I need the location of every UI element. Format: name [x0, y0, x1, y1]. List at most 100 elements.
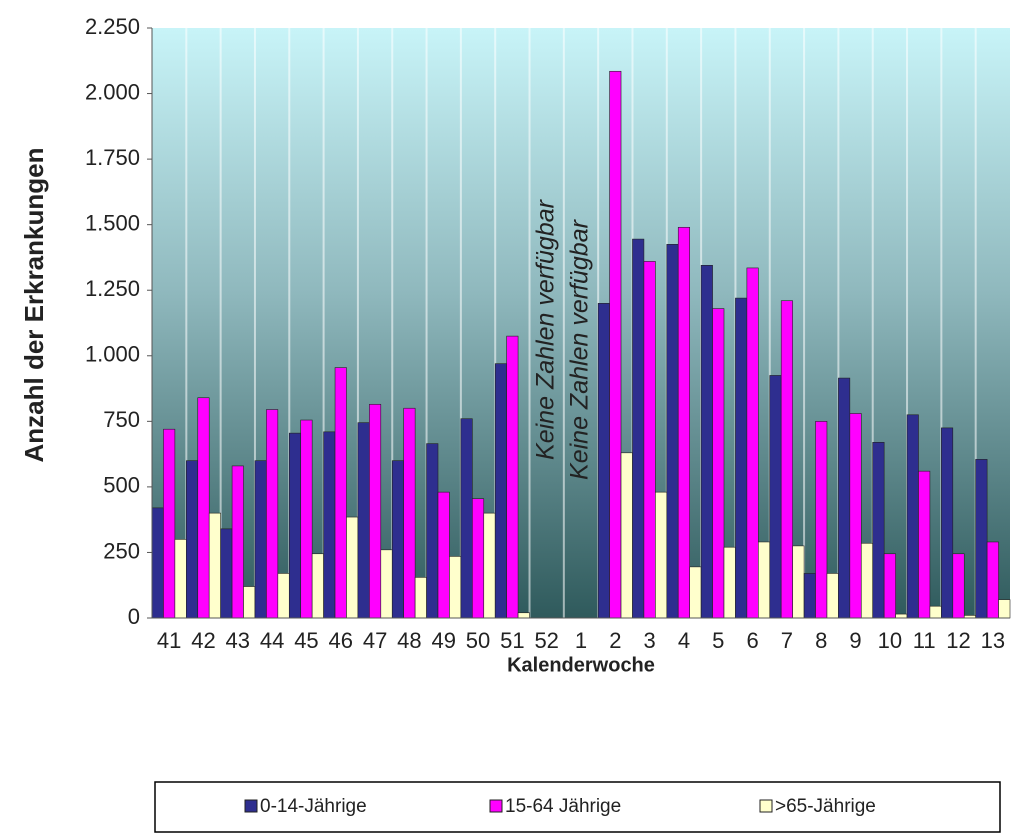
legend-label: 15-64 Jährige — [505, 796, 621, 817]
bar — [472, 498, 485, 619]
y-tick-label: 1.750 — [85, 145, 140, 170]
bar — [346, 516, 359, 619]
bar — [803, 573, 816, 619]
y-tick-label: 0 — [128, 604, 140, 629]
bar — [826, 573, 839, 619]
bar — [494, 363, 507, 619]
bar — [849, 413, 862, 619]
x-tick-label: 47 — [363, 628, 387, 653]
bar — [918, 470, 931, 619]
bar — [449, 556, 462, 619]
bar — [975, 459, 988, 619]
bar — [357, 422, 370, 619]
y-tick-label: 500 — [103, 473, 140, 498]
y-tick-label: 1.250 — [85, 276, 140, 301]
bar — [758, 541, 771, 619]
x-tick-label: 46 — [329, 628, 353, 653]
legend-swatch — [759, 799, 773, 813]
bar — [403, 407, 416, 619]
bar — [952, 553, 965, 619]
bar — [460, 418, 473, 619]
bar — [391, 460, 404, 619]
bar — [437, 491, 450, 619]
legend-swatch — [244, 799, 258, 813]
x-tick-label: 4 — [678, 628, 690, 653]
x-tick-label: 48 — [397, 628, 421, 653]
bar — [723, 546, 736, 619]
bar — [929, 605, 942, 619]
bar — [643, 261, 656, 619]
bar — [609, 70, 622, 619]
x-tick-label: 52 — [534, 628, 558, 653]
y-tick-label: 1.000 — [85, 342, 140, 367]
bar — [414, 577, 427, 619]
bar — [151, 507, 164, 619]
x-tick-label: 49 — [431, 628, 455, 653]
bar — [655, 491, 668, 619]
bar — [872, 442, 885, 619]
x-tick-label: 9 — [849, 628, 861, 653]
bar — [895, 613, 908, 619]
bar — [815, 421, 828, 619]
bar — [620, 452, 633, 619]
bar — [197, 397, 210, 619]
y-tick-label: 2.250 — [85, 14, 140, 39]
bar — [483, 512, 496, 619]
bar — [677, 226, 690, 619]
bar — [735, 297, 748, 619]
x-tick-label: 50 — [466, 628, 490, 653]
bar — [243, 586, 256, 619]
bar — [288, 432, 302, 619]
bar — [746, 267, 759, 619]
bar — [597, 303, 610, 619]
bar — [517, 612, 530, 619]
x-tick-label: 12 — [946, 628, 970, 653]
legend-box — [154, 781, 1001, 833]
bar — [883, 553, 896, 619]
x-tick-label: 2 — [609, 628, 621, 653]
bar — [986, 541, 999, 619]
x-tick-label: 51 — [500, 628, 524, 653]
bar — [506, 335, 519, 619]
y-tick-label: 750 — [103, 407, 140, 432]
bar — [311, 553, 324, 619]
bar — [689, 566, 702, 619]
x-tick-label: 43 — [226, 628, 250, 653]
bar — [369, 403, 382, 619]
x-tick-label: 11 — [913, 628, 936, 653]
annotation: Keine Zahlen verfügbar — [566, 218, 594, 480]
legend-swatch — [489, 799, 503, 813]
bar — [426, 443, 439, 619]
bar — [998, 599, 1011, 619]
bar — [266, 409, 279, 619]
x-tick-label: 42 — [191, 628, 215, 653]
x-tick-label: 7 — [781, 628, 793, 653]
bar — [700, 265, 713, 619]
bar — [632, 238, 645, 619]
x-tick-label: 13 — [981, 628, 1005, 653]
legend-label: >65-Jährige — [775, 796, 876, 817]
bar — [300, 419, 313, 619]
y-axis-title: Anzahl der Erkrankungen — [19, 148, 49, 463]
x-tick-label: 41 — [157, 628, 181, 653]
bar — [380, 549, 393, 619]
annotation: Keine Zahlen verfügbar — [531, 198, 559, 460]
bar — [174, 539, 187, 619]
bar — [712, 308, 725, 619]
y-tick-label: 250 — [103, 538, 140, 563]
bar — [906, 414, 919, 619]
x-tick-label: 6 — [746, 628, 758, 653]
bar — [231, 465, 244, 619]
x-tick-label: 8 — [815, 628, 827, 653]
bar — [334, 367, 347, 619]
x-tick-label: 5 — [712, 628, 724, 653]
bar — [666, 244, 679, 619]
bar — [860, 542, 874, 619]
bar — [780, 300, 793, 619]
bar — [792, 545, 805, 619]
y-tick-label: 1.500 — [85, 210, 140, 235]
bar — [186, 460, 199, 619]
x-tick-label: 1 — [575, 628, 587, 653]
bar — [163, 428, 176, 619]
